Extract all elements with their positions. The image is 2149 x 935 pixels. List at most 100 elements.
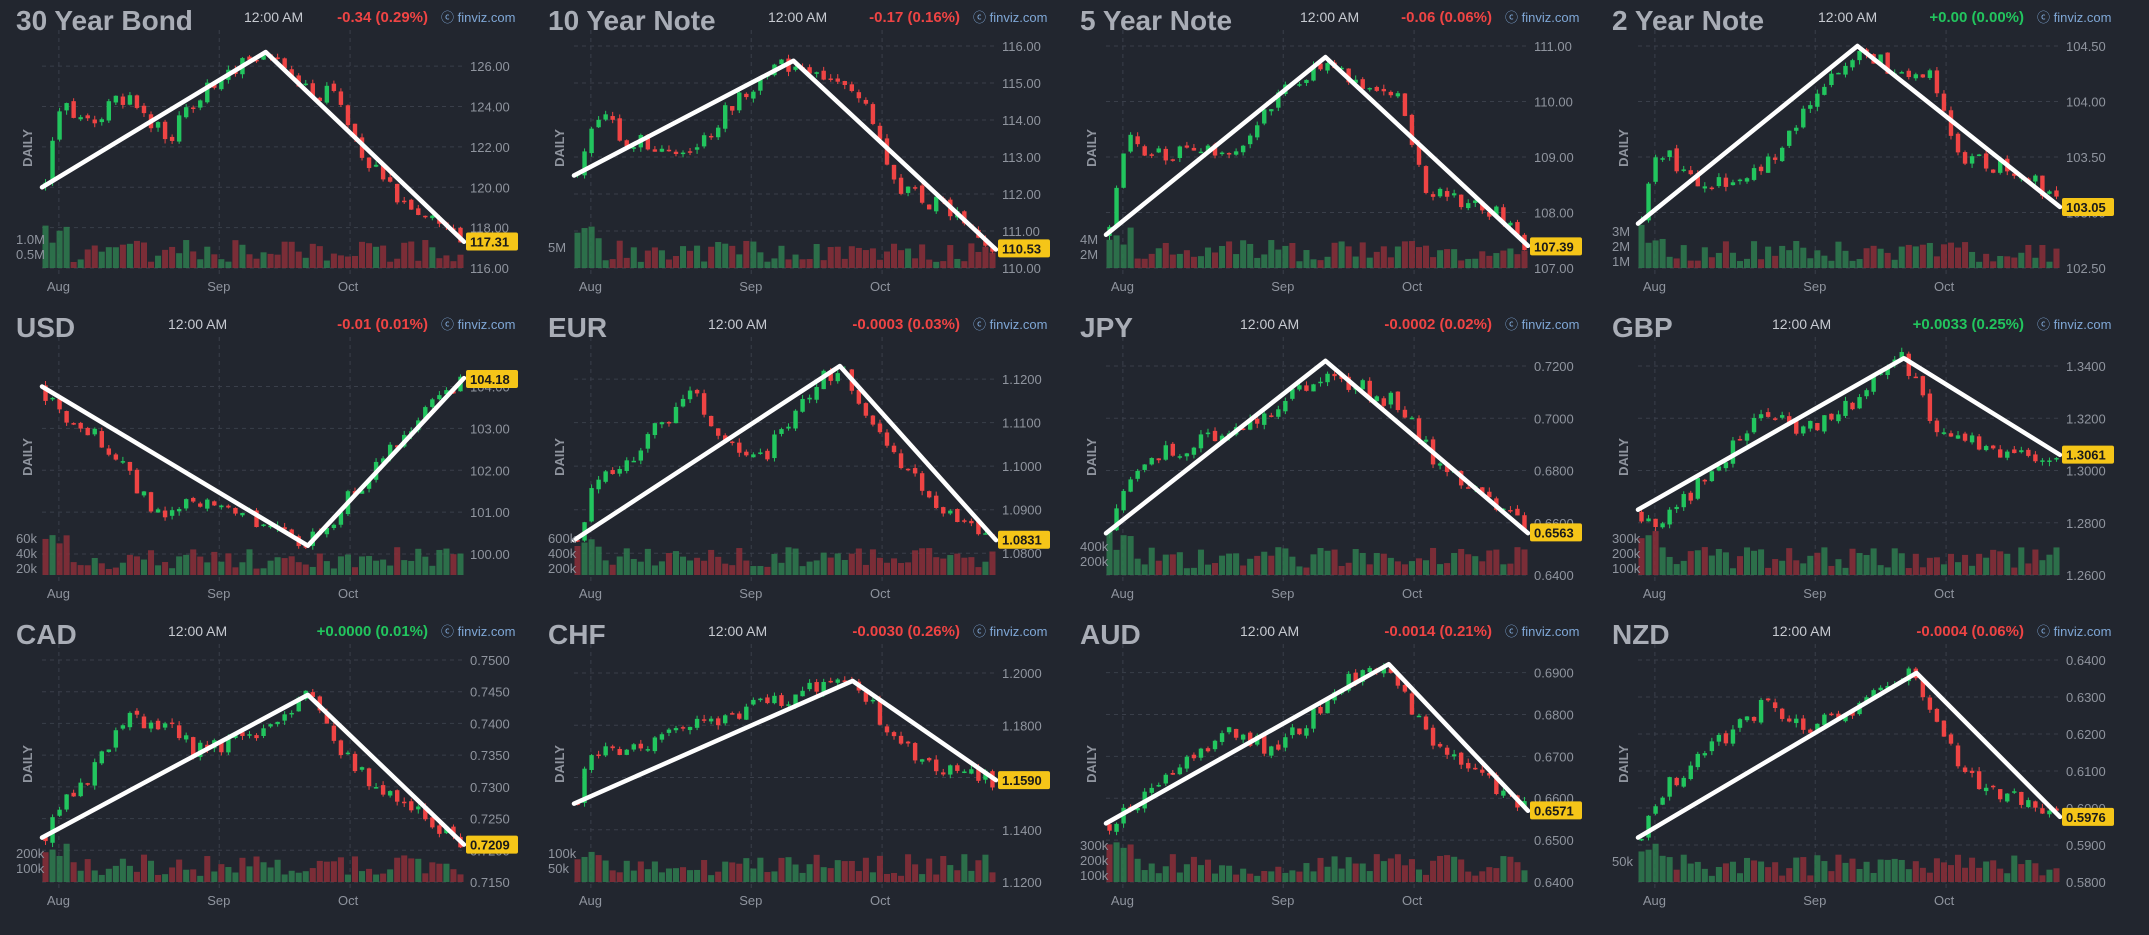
volume-bar <box>1919 867 1926 882</box>
volume-bar <box>581 856 588 882</box>
y-tick-label: 115.00 <box>1002 76 1041 91</box>
volume-bar <box>2053 547 2060 575</box>
volume-bar <box>1106 239 1113 268</box>
volume-bar <box>736 863 743 882</box>
volume-bar <box>1190 856 1197 882</box>
candle-body <box>1688 765 1693 780</box>
candle-body <box>1758 166 1764 172</box>
candle-body <box>1304 728 1309 736</box>
volume-bar <box>1176 552 1183 575</box>
price-label: 107.39 <box>1534 239 1574 254</box>
candle-body <box>205 499 210 509</box>
candle-body <box>2040 175 2045 196</box>
candle-body <box>589 755 594 771</box>
y-tick-label: 0.6400 <box>2066 653 2106 668</box>
volume-label: 200k <box>1080 853 1109 868</box>
candle-body <box>1885 685 1890 689</box>
candle-body <box>1702 186 1708 189</box>
candle-body <box>212 501 217 506</box>
volume-bar <box>933 261 940 268</box>
volume-bar <box>862 250 869 268</box>
volume-bar <box>2025 859 2032 882</box>
volume-bar <box>211 871 218 882</box>
volume-bar <box>1401 865 1408 882</box>
candle-body <box>1836 72 1841 75</box>
volume-bar <box>1997 868 2004 882</box>
volume-bar <box>1366 871 1373 882</box>
volume-bar <box>1324 256 1331 268</box>
candle-body <box>282 714 287 721</box>
volume-bar <box>1401 564 1408 575</box>
volume-bar <box>323 861 330 882</box>
volume-bar <box>687 250 694 268</box>
volume-bar <box>1113 235 1120 268</box>
volume-label: 200k <box>1080 554 1109 569</box>
volume-bar <box>1212 563 1219 575</box>
candle-body <box>1311 384 1316 392</box>
candle-body <box>1381 88 1387 92</box>
volume-bar <box>968 243 975 268</box>
volume-bar <box>1366 564 1373 575</box>
volume-bar <box>1141 564 1148 575</box>
volume-bar <box>1856 259 1863 268</box>
candle-body <box>919 759 925 762</box>
candle-body <box>1135 470 1140 479</box>
candle-body <box>1332 373 1337 377</box>
volume-bar <box>176 253 183 268</box>
volume-bar <box>1828 871 1835 882</box>
candle-body <box>1857 50 1862 61</box>
candle-body <box>1395 93 1401 97</box>
volume-bar <box>961 854 968 882</box>
volume-bar <box>2053 248 2060 268</box>
candle-body <box>708 415 714 427</box>
volume-bar <box>694 245 701 268</box>
volume-bar <box>1219 555 1226 575</box>
candle-body <box>1233 151 1239 155</box>
candle-body <box>226 505 231 508</box>
candle-body <box>941 772 946 775</box>
candle-body <box>912 468 918 474</box>
candle-body <box>387 444 393 458</box>
volume-bar <box>1226 241 1233 268</box>
volume-bar <box>905 562 912 575</box>
candle-body <box>1681 169 1686 171</box>
candle-body <box>1969 435 1975 443</box>
candle-body <box>1976 436 1982 450</box>
volume-bar <box>834 246 841 268</box>
candle-body <box>772 695 777 704</box>
volume-bar <box>1926 242 1933 268</box>
candle-body <box>1388 392 1394 405</box>
volume-bar <box>218 864 225 882</box>
candle-body <box>1660 797 1665 805</box>
y-tick-label: 1.1800 <box>1002 718 1042 733</box>
y-tick-label: 110.00 <box>1534 95 1573 110</box>
candle-body <box>1906 70 1911 78</box>
volume-bar <box>926 259 933 268</box>
x-tick-label: Oct <box>338 279 359 294</box>
candle-body <box>1688 170 1693 175</box>
volume-bar <box>792 254 799 268</box>
volume-bar <box>436 863 443 882</box>
volume-bar <box>1891 259 1898 268</box>
volume-bar <box>1331 549 1338 575</box>
candle-body <box>1269 746 1274 756</box>
volume-bar <box>1870 872 1877 882</box>
candle-body <box>1836 414 1841 422</box>
candle-body <box>1304 79 1309 83</box>
volume-bar <box>155 255 162 268</box>
candle-body <box>85 115 90 119</box>
volume-bar <box>764 566 771 575</box>
volume-bar <box>1451 856 1458 882</box>
candle-body <box>380 163 386 180</box>
candle-body <box>134 469 140 494</box>
volume-bar <box>1673 564 1680 575</box>
candle-body <box>1149 787 1154 793</box>
y-tick-label: 101.00 <box>470 505 510 520</box>
y-tick-label: 103.50 <box>2066 150 2106 165</box>
volume-bar <box>112 567 119 575</box>
x-tick-label: Aug <box>1111 893 1134 908</box>
price-tag <box>2062 807 2114 826</box>
volume-bar <box>1821 255 1828 268</box>
volume-bar <box>1479 251 1486 268</box>
candle-body <box>652 149 658 152</box>
